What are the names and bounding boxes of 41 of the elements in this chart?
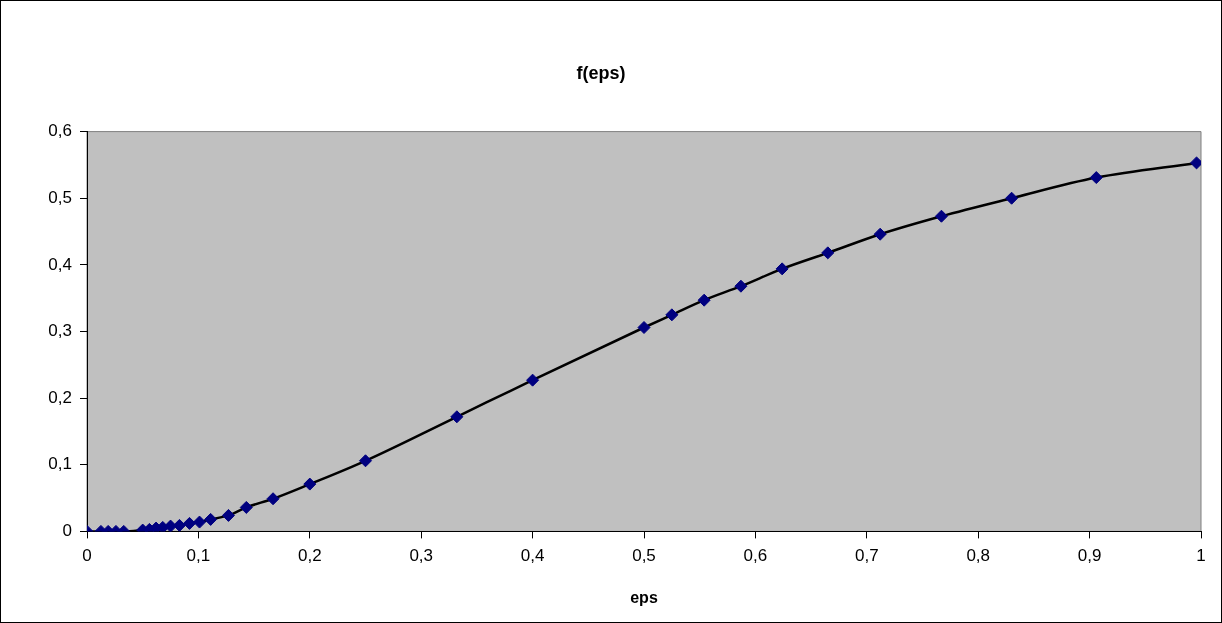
y-tick-label: 0,3	[48, 321, 72, 341]
x-tick-label: 0,2	[297, 546, 322, 566]
point	[934, 209, 948, 223]
point	[193, 515, 207, 529]
point	[172, 518, 186, 532]
chart-title: f(eps)	[576, 62, 626, 83]
y-tick-label: 0,1	[48, 454, 72, 474]
x-axis-title: eps	[630, 588, 658, 606]
y-tick-label: 0,6	[48, 121, 72, 141]
x-tick-label: 1	[1196, 546, 1206, 566]
point	[239, 500, 253, 514]
y-tick-label: 0,4	[48, 254, 72, 274]
point	[1089, 171, 1103, 185]
point	[1005, 191, 1019, 205]
point	[303, 477, 317, 491]
x-tick-label: 0,9	[1077, 546, 1102, 566]
point	[873, 227, 887, 241]
x-tick-label: 0	[82, 546, 92, 566]
point	[359, 454, 372, 468]
point	[266, 492, 280, 506]
x-tick-label: 0,5	[632, 546, 656, 566]
point	[450, 410, 464, 424]
x-tick-label: 0,6	[743, 546, 768, 566]
point	[697, 293, 711, 307]
point	[182, 516, 196, 530]
point	[526, 373, 540, 387]
point	[637, 321, 651, 334]
point	[734, 279, 748, 293]
y-tick-label: 0	[62, 521, 72, 541]
y-tick-label: 0,2	[48, 387, 72, 407]
x-tick-label: 0,1	[186, 546, 211, 566]
point	[775, 262, 789, 276]
x-tick-label: 0,8	[966, 546, 991, 566]
x-tick-label: 0,3	[409, 546, 434, 566]
point	[665, 308, 679, 322]
x-tick-label: 0,7	[854, 546, 879, 566]
point	[221, 508, 235, 522]
point	[204, 512, 218, 526]
y-tick-label: 0,5	[48, 187, 72, 207]
point	[821, 246, 835, 260]
x-tick-label: 0,4	[520, 546, 545, 566]
